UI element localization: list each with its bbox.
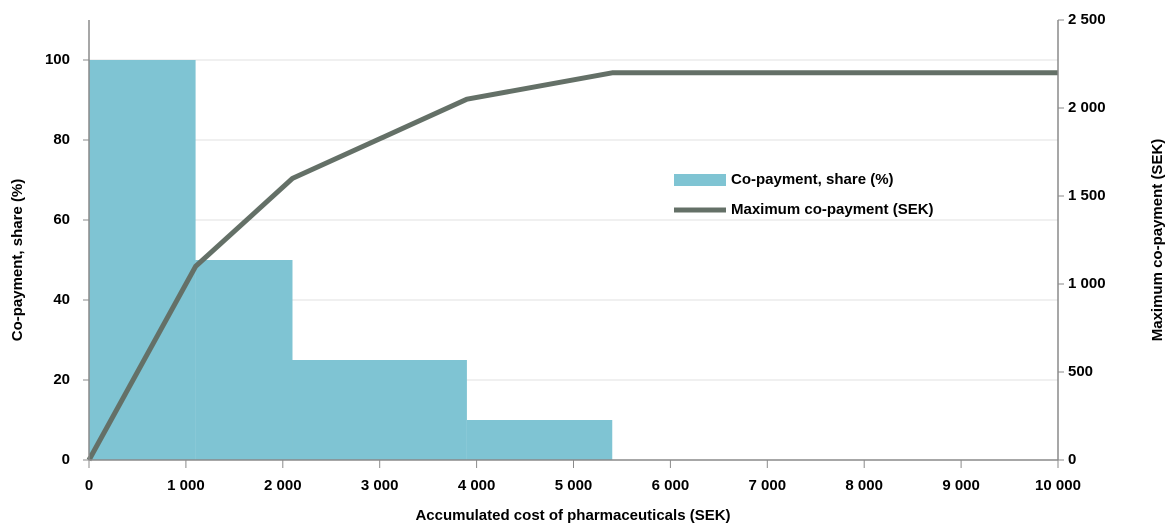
y-tick-label: 20 — [53, 371, 70, 388]
x-tick-label: 2 000 — [264, 477, 302, 494]
x-axis-label: Accumulated cost of pharmaceuticals (SEK… — [415, 507, 730, 524]
x-tick-label: 3 000 — [361, 477, 399, 494]
y2-tick-label: 500 — [1068, 363, 1093, 380]
bar — [292, 360, 467, 460]
bar — [466, 420, 613, 460]
x-tick-label: 1 000 — [167, 477, 205, 494]
y2-axis-label: Maximum co-payment (SEK) — [1149, 139, 1166, 342]
legend-label: Co-payment, share (%) — [731, 171, 894, 188]
y2-tick-label: 1 000 — [1068, 275, 1106, 292]
x-tick-label: 4 000 — [458, 477, 496, 494]
y-tick-label: 100 — [45, 51, 70, 68]
y2-tick-label: 2 000 — [1068, 99, 1106, 116]
x-tick-label: 0 — [85, 477, 93, 494]
y-axis-label: Co-payment, share (%) — [9, 179, 26, 342]
y-tick-label: 80 — [53, 131, 70, 148]
legend-swatch — [674, 174, 726, 186]
x-tick-label: 10 000 — [1035, 477, 1081, 494]
y2-tick-label: 0 — [1068, 451, 1076, 468]
bar — [89, 60, 196, 460]
legend-label: Maximum co-payment (SEK) — [731, 201, 934, 218]
y-tick-label: 40 — [53, 291, 70, 308]
x-tick-label: 8 000 — [845, 477, 883, 494]
x-tick-label: 5 000 — [555, 477, 593, 494]
x-tick-label: 7 000 — [749, 477, 787, 494]
y-tick-label: 0 — [62, 451, 70, 468]
y2-tick-label: 2 500 — [1068, 11, 1106, 28]
x-tick-label: 9 000 — [942, 477, 980, 494]
y2-tick-label: 1 500 — [1068, 187, 1106, 204]
line — [86, 70, 1058, 462]
bar — [195, 260, 293, 460]
y-tick-label: 60 — [53, 211, 70, 228]
x-tick-label: 6 000 — [652, 477, 690, 494]
